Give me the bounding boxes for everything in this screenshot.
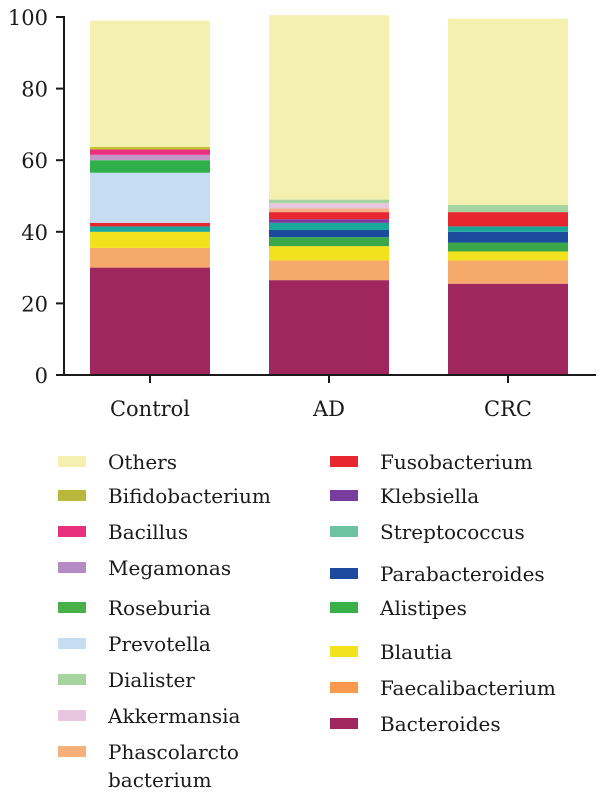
legend-swatch bbox=[330, 602, 358, 613]
legend-label-line2: bacterium bbox=[108, 768, 212, 792]
legend-label: Dialister bbox=[108, 666, 195, 694]
bar-segment-ad-others bbox=[269, 15, 389, 199]
legend-swatch bbox=[58, 638, 86, 649]
legend-label: Akkermansia bbox=[108, 702, 240, 730]
legend-swatch bbox=[330, 490, 358, 501]
legend-item-akkermansia: Akkermansia bbox=[58, 702, 240, 730]
bar-segment-control-streptococcus bbox=[90, 226, 210, 231]
legend-swatch bbox=[330, 456, 358, 467]
bar-segment-ad-faecalibacterium bbox=[269, 260, 389, 280]
legend-item-fusobacterium: Fusobacterium bbox=[330, 448, 533, 476]
legend-label: Parabacteroides bbox=[380, 560, 545, 588]
bar-segment-control-megamonas bbox=[90, 155, 210, 160]
bar-segment-crc-bacteroides bbox=[448, 284, 568, 375]
y-tick-label: 0 bbox=[35, 364, 48, 388]
bar-segment-control-roseburia bbox=[90, 160, 210, 173]
legend-item-phascolarctobacterium: Phascolarcto bacterium bbox=[58, 738, 239, 794]
x-tick-label-ad: AD bbox=[312, 397, 345, 421]
legend-item-bifidobacterium: Bifidobacterium bbox=[58, 482, 271, 510]
bar-segment-control-fusobacterium bbox=[90, 223, 210, 227]
legend-label: Roseburia bbox=[108, 594, 211, 622]
bar-segment-ad-streptococcus bbox=[269, 223, 389, 230]
x-ticks-group: Control AD CRC bbox=[110, 375, 532, 421]
legend-item-faecalibacterium: Faecalibacterium bbox=[330, 674, 556, 702]
legend-item-parabacteroides: Parabacteroides bbox=[330, 560, 545, 588]
legend-label: Bifidobacterium bbox=[108, 482, 271, 510]
legend-swatch bbox=[330, 682, 358, 693]
y-tick-label: 80 bbox=[21, 78, 48, 102]
legend-swatch bbox=[58, 746, 86, 757]
legend-item-roseburia: Roseburia bbox=[58, 594, 211, 622]
bar-segment-ad-phascolarctobacterium bbox=[269, 209, 389, 213]
stacked-bar-chart: 0 20 40 60 80 100 Control AD CRC bbox=[0, 0, 600, 440]
legend-label: Fusobacterium bbox=[380, 448, 533, 476]
legend-label: Bacillus bbox=[108, 518, 188, 546]
bar-segment-crc-alistipes bbox=[448, 243, 568, 252]
legend-item-prevotella: Prevotella bbox=[58, 630, 211, 658]
y-tick-label: 100 bbox=[8, 6, 48, 30]
bar-segment-control-faecalibacterium bbox=[90, 248, 210, 268]
legend-item-megamonas: Megamonas bbox=[58, 554, 231, 582]
legend-swatch bbox=[58, 602, 86, 613]
legend-item-alistipes: Alistipes bbox=[330, 594, 467, 622]
y-tick-label: 40 bbox=[21, 221, 48, 245]
x-tick-label-control: Control bbox=[110, 397, 190, 421]
bar-segment-ad-akkermansia bbox=[269, 203, 389, 208]
legend-label: Alistipes bbox=[380, 594, 467, 622]
legend-swatch bbox=[58, 526, 86, 537]
bar-segment-crc-parabacteroides bbox=[448, 232, 568, 243]
legend-swatch bbox=[58, 562, 86, 573]
legend-item-blautia: Blautia bbox=[330, 638, 452, 666]
bar-segment-control-blautia bbox=[90, 232, 210, 248]
legend-item-klebsiella: Klebsiella bbox=[330, 482, 479, 510]
legend-label: Megamonas bbox=[108, 554, 231, 582]
legend-swatch bbox=[330, 646, 358, 657]
legend-label: Klebsiella bbox=[380, 482, 479, 510]
bar-segment-control-bifidobacterium bbox=[90, 147, 210, 150]
legend-item-others: Others bbox=[58, 448, 177, 476]
legend-swatch bbox=[58, 456, 86, 467]
legend-label: Prevotella bbox=[108, 630, 211, 658]
legend: Others Bifidobacterium Bacillus Megamona… bbox=[0, 444, 600, 804]
y-tick-label: 20 bbox=[21, 292, 48, 316]
legend-label: Blautia bbox=[380, 638, 452, 666]
legend-label: Others bbox=[108, 448, 177, 476]
legend-swatch bbox=[330, 526, 358, 537]
legend-swatch bbox=[330, 718, 358, 729]
bar-segment-crc-dialister bbox=[448, 205, 568, 212]
bar-segment-ad-bacteroides bbox=[269, 280, 389, 375]
bar-segment-control-others bbox=[90, 21, 210, 147]
bar-segment-ad-klebsiella bbox=[269, 219, 389, 223]
bar-segment-control-bacteroides bbox=[90, 268, 210, 375]
bar-segment-ad-blautia bbox=[269, 246, 389, 260]
bar-segment-ad-dialister bbox=[269, 200, 389, 204]
bar-segment-crc-blautia bbox=[448, 251, 568, 260]
legend-item-dialister: Dialister bbox=[58, 666, 195, 694]
x-tick-label-crc: CRC bbox=[484, 397, 532, 421]
legend-label: Faecalibacterium bbox=[380, 674, 556, 702]
y-ticks-group: 0 20 40 60 80 100 bbox=[8, 6, 64, 388]
legend-item-bacteroides: Bacteroides bbox=[330, 710, 501, 738]
bar-segment-crc-others bbox=[448, 19, 568, 205]
bar-segment-crc-streptococcus bbox=[448, 226, 568, 231]
y-tick-label: 60 bbox=[21, 149, 48, 173]
bar-segment-ad-fusobacterium bbox=[269, 212, 389, 219]
legend-label: Phascolarcto bacterium bbox=[108, 738, 239, 794]
bar-segment-control-prevotella bbox=[90, 173, 210, 223]
bars-group bbox=[90, 15, 568, 375]
legend-label: Bacteroides bbox=[380, 710, 501, 738]
legend-label-line1: Phascolarcto bbox=[108, 740, 239, 764]
bar-segment-ad-alistipes bbox=[269, 237, 389, 246]
legend-item-bacillus: Bacillus bbox=[58, 518, 188, 546]
bar-segment-control-bacillus bbox=[90, 149, 210, 154]
bar-segment-ad-parabacteroides bbox=[269, 230, 389, 237]
legend-swatch bbox=[58, 490, 86, 501]
legend-swatch bbox=[58, 674, 86, 685]
bar-segment-crc-faecalibacterium bbox=[448, 260, 568, 283]
legend-swatch bbox=[58, 710, 86, 721]
legend-item-streptococcus: Streptococcus bbox=[330, 518, 525, 546]
legend-swatch bbox=[330, 568, 358, 579]
legend-label: Streptococcus bbox=[380, 518, 525, 546]
bar-segment-crc-fusobacterium bbox=[448, 212, 568, 226]
